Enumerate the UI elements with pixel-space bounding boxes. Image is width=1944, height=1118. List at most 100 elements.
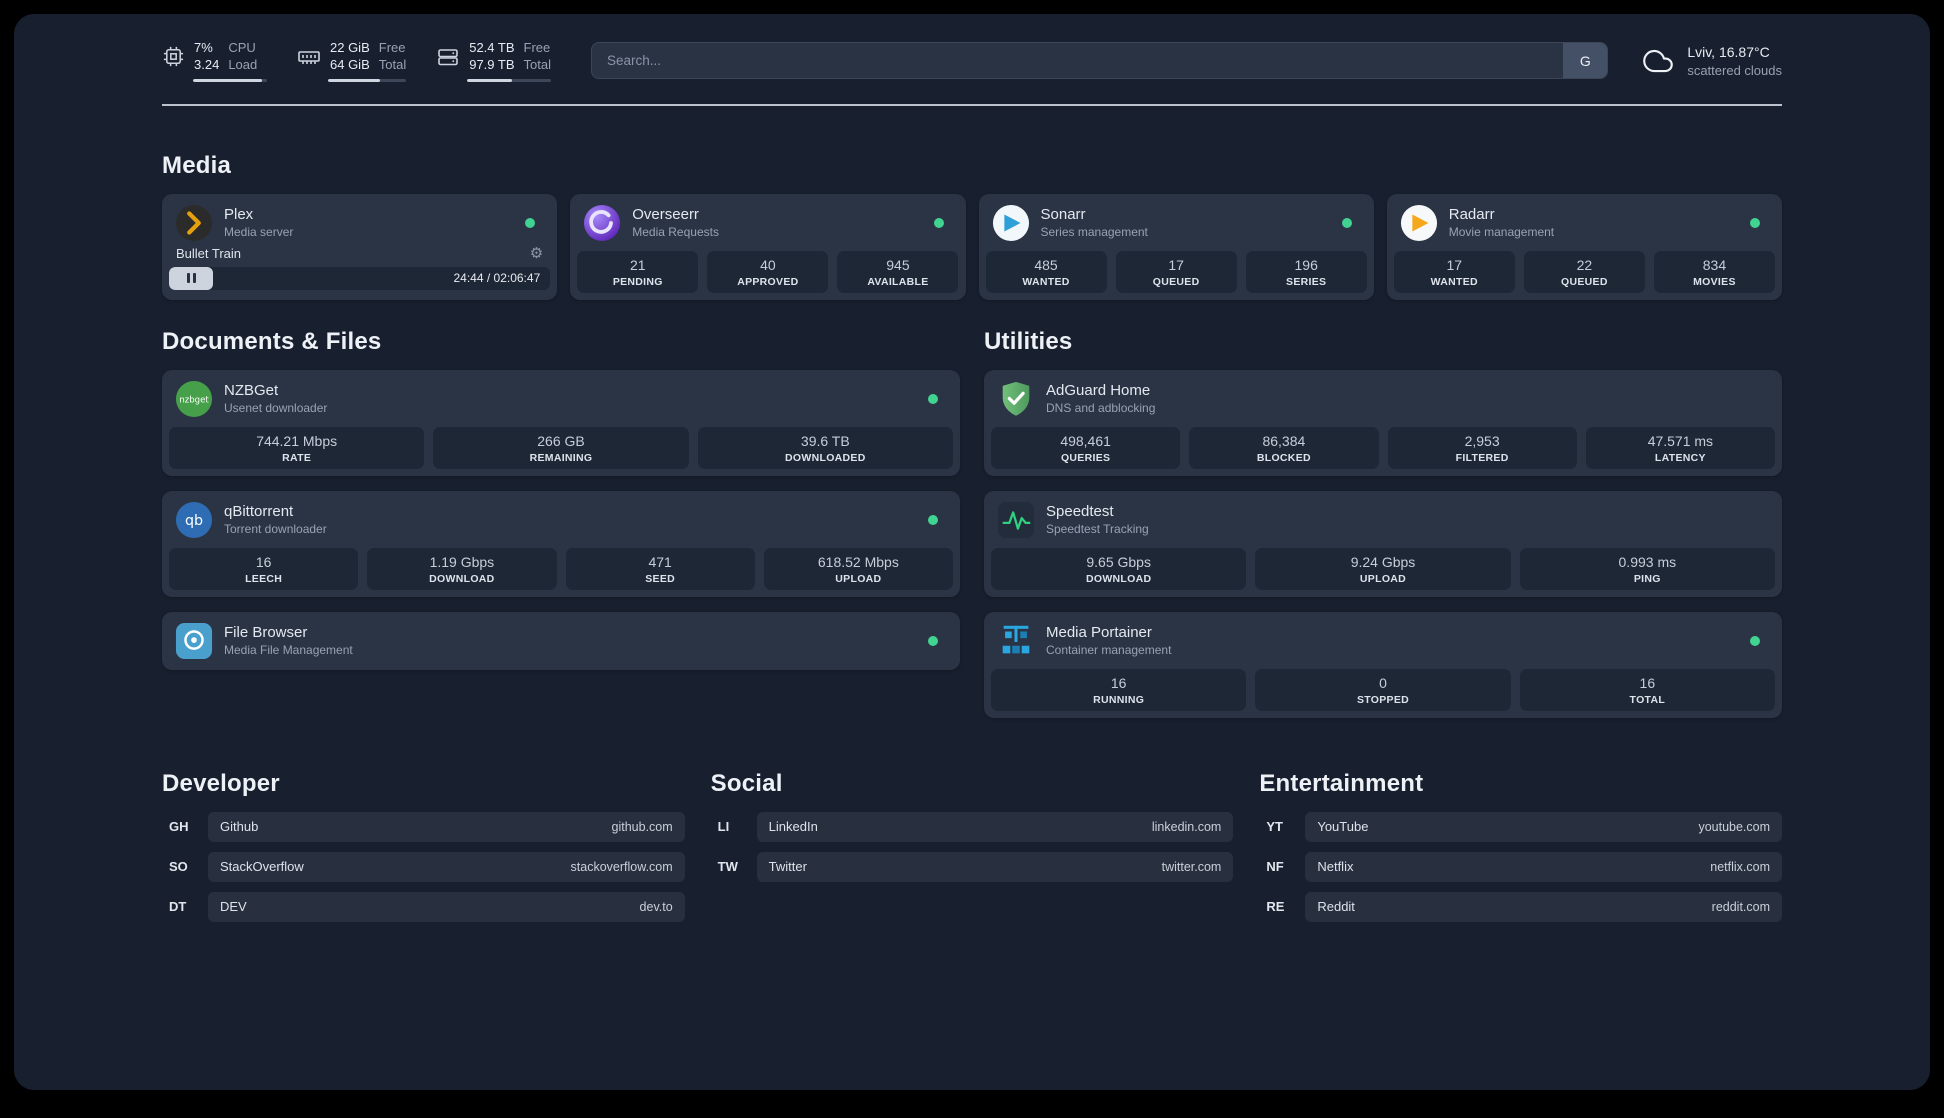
service-link-radarr[interactable]: Radarr Movie management <box>1394 201 1775 245</box>
stat-ping: 0.993 ms PING <box>1519 547 1775 590</box>
stat-value: 744.21 Mbps <box>256 432 338 449</box>
playback-time: 24:44 / 02:06:47 <box>453 271 541 286</box>
pause-button[interactable] <box>169 266 213 290</box>
service-card-qbittorrent: qb qBittorrent Torrent downloader 16 LEE… <box>162 490 960 597</box>
stat-label: QUEUED <box>1561 275 1608 288</box>
service-name: Speedtest <box>1046 503 1114 521</box>
search-bar: G <box>590 42 1609 80</box>
portainer-icon <box>997 622 1035 660</box>
cpu-icon <box>162 45 185 68</box>
service-name: Radarr <box>1448 206 1495 224</box>
status-online-dot <box>1750 635 1760 646</box>
bookmark-youtube[interactable]: YT YouTube youtube.com <box>1259 811 1783 842</box>
bookmark-name: YouTube <box>1317 819 1369 835</box>
bookmark-name: Github <box>220 819 259 835</box>
stat-movies: 834 MOVIES <box>1653 250 1775 293</box>
search-provider-button[interactable]: G <box>1563 43 1608 79</box>
memory-icon <box>297 45 321 69</box>
service-description: Torrent downloader <box>224 522 327 537</box>
stat-label: RUNNING <box>1093 693 1145 706</box>
section-title-developer: Developer <box>162 769 280 797</box>
section-title-media: Media <box>162 151 232 179</box>
dashboard-screen: 7% 3.24 CPU Load <box>14 14 1930 1090</box>
section-title-utilities: Utilities <box>984 327 1073 355</box>
stat-value: 0.993 ms <box>1618 553 1677 570</box>
stat-label: QUEUED <box>1152 275 1200 288</box>
bookmark-stackoverflow[interactable]: SO StackOverflow stackoverflow.com <box>162 851 685 882</box>
service-link-speedtest[interactable]: Speedtest Speedtest Tracking <box>991 498 1775 542</box>
stat-value: 86,384 <box>1262 432 1306 449</box>
service-name: Overseerr <box>632 206 699 224</box>
service-description: Media File Management <box>224 643 353 658</box>
service-link-sonarr[interactable]: Sonarr Series management <box>986 201 1367 245</box>
bookmark-reddit[interactable]: RE Reddit reddit.com <box>1259 891 1783 922</box>
qbittorrent-icon: qb <box>175 501 213 539</box>
cpu-usage-bar <box>193 78 267 82</box>
service-name: qBittorrent <box>224 503 294 521</box>
stat-label: LEECH <box>245 572 283 585</box>
service-description: Movie management <box>1448 225 1555 240</box>
stat-label: DOWNLOAD <box>1085 572 1152 585</box>
service-card-speedtest: Speedtest Speedtest Tracking 9.65 Gbps D… <box>984 490 1782 597</box>
bookmark-abbr: NF <box>1266 859 1284 875</box>
bookmark-name: Netflix <box>1317 859 1354 875</box>
disk-total-value: 97.9 TB <box>469 56 515 72</box>
service-link-adguard[interactable]: AdGuard Home DNS and adblocking <box>991 377 1775 421</box>
service-card-overseerr: Overseerr Media Requests 21 PENDING 40 A… <box>570 193 966 300</box>
bookmark-domain: youtube.com <box>1698 819 1771 834</box>
resource-widgets: 7% 3.24 CPU Load <box>162 40 551 82</box>
service-card-radarr: Radarr Movie management 17 WANTED 22 QUE… <box>1386 193 1782 300</box>
bookmark-name: Reddit <box>1317 899 1355 915</box>
stat-value: 17 <box>1446 256 1463 273</box>
bookmark-domain: netflix.com <box>1710 859 1771 874</box>
search-input[interactable] <box>590 42 1609 80</box>
stat-series: 196 SERIES <box>1245 250 1367 293</box>
stat-value: 9.65 Gbps <box>1086 553 1151 570</box>
service-link-nzbget[interactable]: nzbget NZBGet Usenet downloader <box>169 377 953 421</box>
sonarr-icon <box>992 204 1030 242</box>
service-description: Usenet downloader <box>224 401 328 416</box>
service-link-overseerr[interactable]: Overseerr Media Requests <box>577 201 958 245</box>
service-name: Media Portainer <box>1046 624 1152 642</box>
stat-label: DOWNLOADED <box>785 451 866 464</box>
stat-total: 16 TOTAL <box>1519 668 1775 711</box>
adguard-icon <box>997 380 1035 418</box>
stat-seed: 471 SEED <box>565 547 755 590</box>
bookmark-twitter[interactable]: TW Twitter twitter.com <box>711 851 1234 882</box>
section-title-entertainment: Entertainment <box>1259 769 1424 797</box>
stat-filtered: 2,953 FILTERED <box>1387 426 1577 469</box>
service-link-qbittorrent[interactable]: qb qBittorrent Torrent downloader <box>169 498 953 542</box>
stat-queued: 22 QUEUED <box>1523 250 1645 293</box>
cpu-load-value: 3.24 <box>194 56 220 72</box>
stat-value: 618.52 Mbps <box>817 553 899 570</box>
stat-label: REMAINING <box>529 451 593 464</box>
service-link-filebrowser[interactable]: File Browser Media File Management <box>169 619 953 663</box>
bookmark-linkedin[interactable]: LI LinkedIn linkedin.com <box>711 811 1234 842</box>
stat-download: 1.19 Gbps DOWNLOAD <box>367 547 557 590</box>
disk-free-value: 52.4 TB <box>469 40 515 55</box>
stat-label: FILTERED <box>1455 451 1509 464</box>
stat-label: MOVIES <box>1693 275 1736 288</box>
memory-free-label: Free <box>378 40 406 55</box>
bookmark-github[interactable]: GH Github github.com <box>162 811 685 842</box>
bookmark-domain: linkedin.com <box>1151 819 1222 834</box>
bookmark-group-social: Social LI LinkedIn linkedin.com TW Twitt… <box>711 770 1234 922</box>
stat-value: 39.6 TB <box>800 432 850 449</box>
radarr-icon <box>1400 204 1438 242</box>
section-documents-files: Documents & Files nzbget NZBGet Usenet d <box>162 328 960 718</box>
service-link-plex[interactable]: Plex Media server <box>169 201 550 245</box>
bookmark-dev[interactable]: DT DEV dev.to <box>162 891 685 922</box>
stat-remaining: 266 GB REMAINING <box>433 426 689 469</box>
settings-gear-icon[interactable]: ⚙ <box>529 244 544 262</box>
bookmark-netflix[interactable]: NF Netflix netflix.com <box>1259 851 1783 882</box>
stat-label: AVAILABLE <box>867 275 929 288</box>
bookmark-name: LinkedIn <box>768 819 818 835</box>
stat-value: 945 <box>886 256 910 273</box>
stat-leech: 16 LEECH <box>169 547 359 590</box>
disk-total-label: Total <box>523 56 551 72</box>
service-link-portainer[interactable]: Media Portainer Container management <box>991 619 1775 663</box>
stat-label: PENDING <box>612 275 663 288</box>
stat-label: WANTED <box>1430 275 1478 288</box>
media-player-bar: 24:44 / 02:06:47 <box>169 266 551 290</box>
stat-download: 9.65 Gbps DOWNLOAD <box>991 547 1247 590</box>
